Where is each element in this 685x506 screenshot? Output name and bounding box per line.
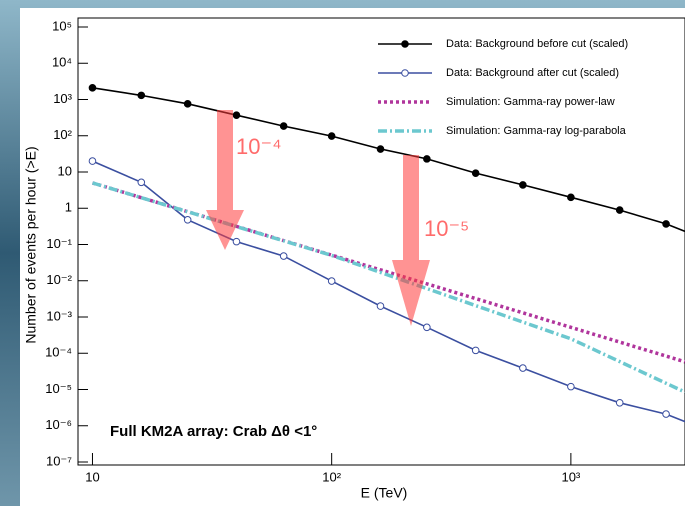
legend-label: Data: Background after cut (scaled): [446, 67, 619, 79]
data-point: [662, 410, 670, 418]
data-point: [423, 155, 431, 163]
y-tick-label: 10³: [53, 91, 72, 106]
y-tick-label: 10⁻⁷: [46, 453, 72, 468]
data-point: [327, 277, 336, 285]
y-tick-label: 10⁻³: [46, 308, 72, 323]
data-point: [471, 169, 480, 177]
data-point: [183, 100, 192, 108]
data-point: [471, 346, 480, 355]
y-axis-label: Number of events per hour (>E): [23, 146, 39, 343]
data-point: [232, 111, 241, 119]
data-point: [662, 220, 670, 228]
legend-marker: [401, 69, 409, 77]
arrow: [206, 110, 430, 326]
data-point: [88, 84, 97, 92]
data-point: [88, 157, 97, 165]
x-tick-label: 10: [85, 469, 99, 484]
y-tick-label: 10²: [53, 127, 72, 142]
data-point: [327, 132, 336, 140]
x-tick-label: 10³: [561, 469, 580, 484]
panel: [20, 8, 685, 506]
legend-label: Simulation: Gamma-ray log-parabola: [446, 125, 627, 137]
data-point: [519, 181, 527, 189]
y-tick-label: 10⁻⁴: [45, 345, 72, 360]
y-tick-label: 1: [65, 200, 72, 215]
annotation: Full KM2A array: Crab Δθ <1°: [110, 423, 317, 440]
data-point: [137, 178, 146, 187]
x-tick-label: 10²: [322, 469, 341, 484]
data-point: [376, 145, 385, 153]
data-point: [519, 364, 527, 372]
legend-marker: [401, 40, 409, 48]
data-point: [183, 216, 192, 224]
y-tick-label: 10⁴: [52, 55, 72, 70]
annotation: 10⁻⁵: [424, 216, 469, 241]
data-point: [615, 206, 624, 214]
data-point: [376, 302, 385, 310]
y-tick-label: 10⁻²: [46, 272, 72, 287]
data-point: [567, 382, 575, 391]
y-tick-label: 10⁻¹: [46, 236, 72, 251]
data-point: [232, 237, 241, 246]
plot-frame: [77, 17, 685, 466]
y-tick-label: 10⁵: [52, 18, 72, 33]
data-point: [567, 193, 575, 202]
series-line: [92, 87, 685, 233]
y-tick-label: 10⁻⁵: [45, 381, 72, 396]
series-line: [92, 160, 685, 423]
legend-label: Simulation: Gamma-ray power-law: [446, 96, 615, 108]
legend-label: Data: Background before cut (scaled): [446, 38, 628, 50]
data-point: [615, 398, 624, 407]
y-tick-label: 10⁻⁶: [45, 417, 72, 432]
data-point: [137, 91, 146, 100]
data-point: [279, 122, 288, 130]
annotation: 10⁻⁴: [236, 134, 282, 159]
data-point: [279, 252, 288, 260]
data-point: [423, 323, 431, 332]
x-axis-label: E (TeV): [361, 485, 408, 501]
y-tick-label: 10: [58, 163, 72, 178]
